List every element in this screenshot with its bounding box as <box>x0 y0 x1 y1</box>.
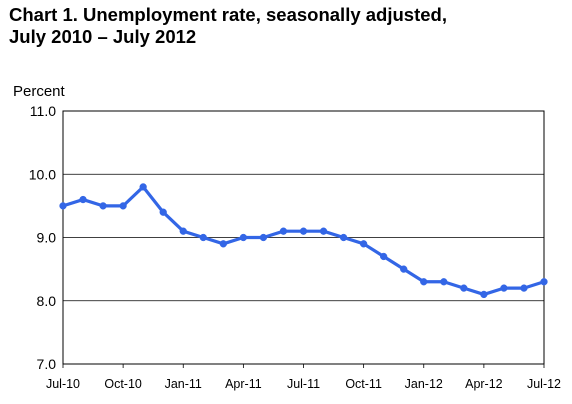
data-point <box>219 240 227 248</box>
data-point <box>440 278 448 286</box>
data-point <box>520 284 528 292</box>
data-point <box>420 278 428 286</box>
x-tick-label: Apr-11 <box>225 377 262 391</box>
data-point <box>319 227 328 235</box>
data-point <box>279 227 288 235</box>
x-tick-label: Apr-12 <box>465 377 503 391</box>
data-point <box>239 233 248 242</box>
x-tick-label: Jul-12 <box>527 377 561 391</box>
data-point <box>59 202 67 210</box>
y-tick-label: 11.0 <box>30 103 56 119</box>
data-point <box>179 227 187 235</box>
y-tick-label: 9.0 <box>37 230 57 246</box>
data-point <box>139 183 147 191</box>
x-tick-label: Jan-11 <box>165 377 202 391</box>
x-tick-label: Jan-12 <box>405 377 443 391</box>
x-tick-label: Jul-10 <box>46 377 80 391</box>
x-tick-label: Jul-11 <box>287 377 320 391</box>
data-point <box>199 233 207 242</box>
series-line <box>61 185 546 297</box>
x-tick-label: Oct-11 <box>345 377 382 391</box>
y-tick-label: 7.0 <box>37 356 57 372</box>
chart-title: Chart 1. Unemployment rate, seasonally a… <box>9 4 447 48</box>
data-point <box>359 240 368 248</box>
data-point <box>159 208 167 216</box>
y-tick-label: 10.0 <box>29 166 56 182</box>
data-point <box>480 290 488 299</box>
data-point <box>99 202 107 210</box>
data-point <box>339 233 348 242</box>
data-point <box>79 195 87 204</box>
data-point <box>259 233 268 242</box>
chart-title-line-1: Chart 1. Unemployment rate, seasonally a… <box>9 4 447 25</box>
data-point <box>380 252 388 261</box>
data-point <box>299 227 308 235</box>
data-point <box>500 284 508 292</box>
data-point <box>400 265 408 273</box>
y-tick-label: 8.0 <box>37 293 57 309</box>
data-point <box>460 284 468 292</box>
data-point <box>119 202 127 210</box>
y-axis-label: Percent <box>13 83 65 100</box>
x-tick-label: Oct-10 <box>104 377 142 391</box>
chart-title-line-2: July 2010 – July 2012 <box>9 26 197 47</box>
data-point <box>540 278 548 286</box>
